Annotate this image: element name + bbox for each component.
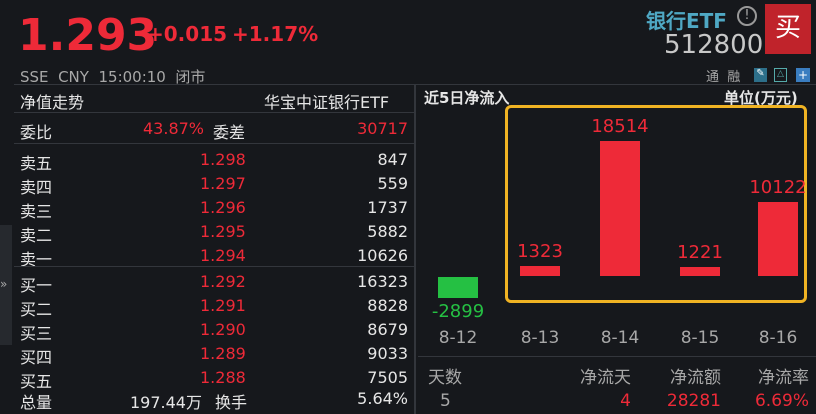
level-volume: 7505 xyxy=(367,368,408,387)
add-icon[interactable]: + xyxy=(796,68,810,82)
exchange: SSE xyxy=(20,68,49,86)
bid-row: 买一 1.292 16323 xyxy=(20,270,408,295)
bar-8-12[interactable] xyxy=(438,277,478,299)
price-change: +0.015 xyxy=(147,22,228,46)
edit-icon[interactable]: ✎ xyxy=(754,68,767,82)
level-label: 买四 xyxy=(20,348,53,367)
x-tick-label: 8-16 xyxy=(758,328,798,348)
turnover-value: 5.64% xyxy=(357,389,408,408)
x-tick-label: 8-15 xyxy=(680,328,720,348)
bar-8-13[interactable] xyxy=(520,266,560,276)
highlight-box xyxy=(505,105,807,303)
level-price: 1.292 xyxy=(200,272,246,291)
level-volume: 16323 xyxy=(357,272,408,291)
buy-button[interactable]: 买 xyxy=(765,4,811,54)
market-status: 闭市 xyxy=(175,68,206,86)
level-price: 1.291 xyxy=(200,296,246,315)
level-volume: 10626 xyxy=(357,246,408,265)
level-volume: 1737 xyxy=(367,198,408,217)
x-tick-label: 8-12 xyxy=(438,328,478,348)
summary-value: 6.69% xyxy=(754,391,809,411)
chart-title: 近5日净流入 xyxy=(424,89,510,107)
bid-row: 买三 1.290 8679 xyxy=(20,318,408,343)
weibi-row: 委比 43.87% 委差 30717 xyxy=(20,117,408,142)
currency: CNY xyxy=(58,68,89,86)
ask-row: 卖一 1.294 10626 xyxy=(20,244,408,269)
fund-name: 华宝中证银行ETF xyxy=(264,93,390,112)
summary-header: 净流率 xyxy=(758,368,809,388)
price-change-pct: +1.17% xyxy=(232,22,319,46)
tag-tong: 通 xyxy=(706,70,720,85)
ask-row: 卖五 1.298 847 xyxy=(20,148,408,173)
summary-header: 净流天 xyxy=(580,368,631,388)
info-icon[interactable]: ! xyxy=(737,6,757,26)
weibi-value: 43.87% xyxy=(143,119,205,138)
bar-8-14[interactable] xyxy=(600,141,640,276)
bid-row: 买五 1.288 7505 xyxy=(20,366,408,391)
weibi-label: 委比 xyxy=(20,123,53,142)
level-label: 买三 xyxy=(20,324,53,343)
level-label: 卖四 xyxy=(20,178,53,197)
turnover-label: 换手 xyxy=(215,393,248,412)
level-volume: 559 xyxy=(377,174,408,193)
bell-icon[interactable]: △ xyxy=(774,68,787,82)
bar-8-15[interactable] xyxy=(680,267,720,276)
level-label: 卖二 xyxy=(20,226,53,245)
data-label: 10122 xyxy=(749,177,807,199)
level-price: 1.290 xyxy=(200,320,246,339)
volume-label: 总量 xyxy=(20,393,53,412)
level-price: 1.296 xyxy=(200,198,246,217)
chart-unit: 单位(万元) xyxy=(724,89,798,107)
ask-row: 卖四 1.297 559 xyxy=(20,172,408,197)
level-label: 卖一 xyxy=(20,250,53,269)
level-volume: 8828 xyxy=(367,296,408,315)
volume-row: 总量 197.44万 换手 5.64% xyxy=(20,387,408,412)
data-label: 1221 xyxy=(677,242,723,264)
ask-row: 卖三 1.296 1737 xyxy=(20,196,408,221)
level-label: 买五 xyxy=(20,372,53,391)
tags: 通 融 xyxy=(706,66,740,85)
level-price: 1.295 xyxy=(200,222,246,241)
summary-header: 天数 xyxy=(428,368,462,388)
volume-value: 197.44万 xyxy=(130,393,202,412)
x-tick-label: 8-13 xyxy=(520,328,560,348)
security-name: 银行ETF xyxy=(646,9,727,33)
weicha-label: 委差 xyxy=(213,123,246,142)
bid-row: 买二 1.291 8828 xyxy=(20,294,408,319)
level-label: 卖五 xyxy=(20,154,53,173)
summary-value: 5 xyxy=(440,391,451,411)
summary-value: 4 xyxy=(620,391,631,411)
data-label: 18514 xyxy=(591,116,649,137)
bar-8-16[interactable] xyxy=(758,202,798,276)
security-code: 512800 xyxy=(664,30,764,60)
level-price: 1.289 xyxy=(200,344,246,363)
last-price: 1.293 xyxy=(18,10,158,61)
tag-rong: 融 xyxy=(727,70,741,85)
x-tick-label: 8-14 xyxy=(600,328,640,348)
level-price: 1.288 xyxy=(200,368,246,387)
time: 15:00:10 xyxy=(98,68,166,86)
ask-row: 卖二 1.295 5882 xyxy=(20,220,408,245)
level-label: 卖三 xyxy=(20,202,53,221)
level-price: 1.294 xyxy=(200,246,246,265)
level-volume: 5882 xyxy=(367,222,408,241)
weicha-value: 30717 xyxy=(357,119,408,138)
level-volume: 847 xyxy=(377,150,408,169)
level-volume: 8679 xyxy=(367,320,408,339)
data-label: 1323 xyxy=(517,241,563,263)
summary-value: 28281 xyxy=(666,391,721,411)
level-label: 买一 xyxy=(20,276,53,295)
expand-handle[interactable]: » xyxy=(0,225,12,345)
summary-header: 净流额 xyxy=(670,368,721,388)
level-price: 1.297 xyxy=(200,174,246,193)
data-label: -2899 xyxy=(431,301,485,323)
bid-row: 买四 1.289 9033 xyxy=(20,342,408,367)
level-volume: 9033 xyxy=(367,344,408,363)
level-label: 买二 xyxy=(20,300,53,319)
nav-trend-link[interactable]: 净值走势 xyxy=(20,93,85,112)
level-price: 1.298 xyxy=(200,150,246,169)
market-info: SSE CNY 15:00:10 闭市 xyxy=(20,66,205,87)
